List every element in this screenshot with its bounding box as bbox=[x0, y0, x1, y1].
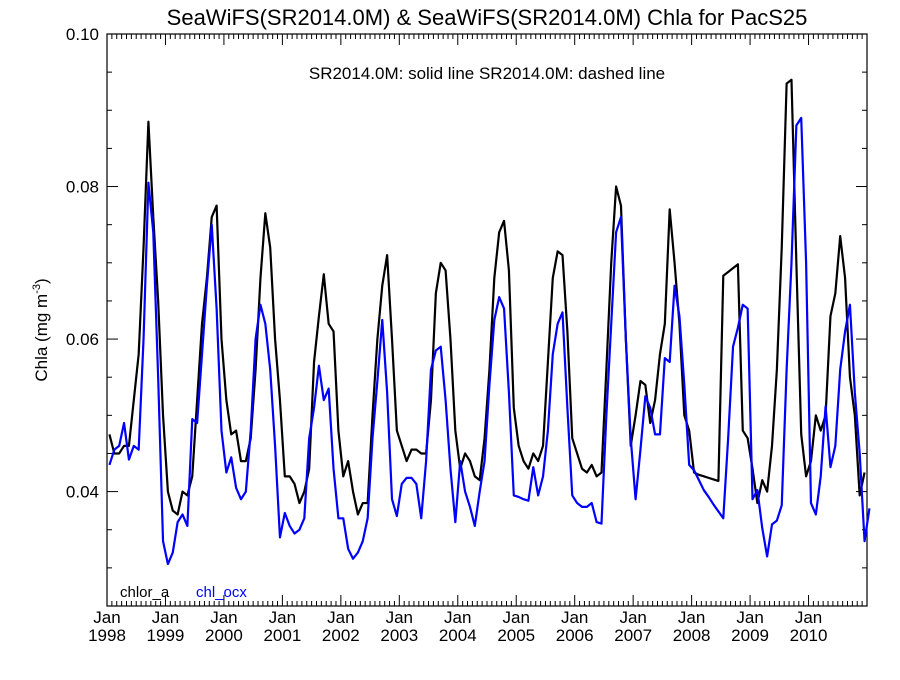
x-tick-label-month: Jan bbox=[210, 608, 237, 627]
y-axis-label-superscript: -3 bbox=[31, 284, 43, 294]
x-tick-label-year: 2003 bbox=[380, 626, 418, 645]
x-tick-label-year: 1998 bbox=[88, 626, 126, 645]
x-tick-label-year: 2005 bbox=[497, 626, 535, 645]
y-tick-label: 0.10 bbox=[66, 25, 99, 44]
x-tick-label-year: 2001 bbox=[263, 626, 301, 645]
y-tick-label: 0.06 bbox=[66, 330, 99, 349]
series-line-chlor-a bbox=[108, 78, 866, 516]
x-tick-label-year: 2009 bbox=[731, 626, 769, 645]
x-tick-label-year: 2010 bbox=[790, 626, 828, 645]
x-tick-label-month: Jan bbox=[678, 608, 705, 627]
x-tick-label-month: Jan bbox=[327, 608, 354, 627]
x-tick-label-year: 2002 bbox=[322, 626, 360, 645]
x-tick-label-year: 2006 bbox=[556, 626, 594, 645]
x-tick-label-month: Jan bbox=[561, 608, 588, 627]
y-axis-label-main: Chla (mg m bbox=[32, 294, 51, 382]
series-line-chl-ocx bbox=[108, 116, 871, 566]
x-tick-label-year: 2007 bbox=[614, 626, 652, 645]
x-tick-label-month: Jan bbox=[444, 608, 471, 627]
y-axis-label: Chla (mg m-3) bbox=[31, 278, 51, 381]
chart-annotation: SR2014.0M: solid line SR2014.0M: dashed … bbox=[309, 64, 665, 83]
x-tick-label-month: Jan bbox=[386, 608, 413, 627]
legend-entry-chl-ocx: chl_ocx bbox=[196, 584, 247, 601]
chart-title: SeaWiFS(SR2014.0M) & SeaWiFS(SR2014.0M) … bbox=[167, 5, 808, 30]
y-tick-label: 0.08 bbox=[66, 178, 99, 197]
legend-entry-chlor-a: chlor_a bbox=[120, 584, 170, 601]
y-axis-label-close: ) bbox=[32, 278, 51, 284]
x-tick-label-month: Jan bbox=[152, 608, 179, 627]
x-tick-label-month: Jan bbox=[795, 608, 822, 627]
x-tick-label-month: Jan bbox=[269, 608, 296, 627]
x-tick-label-year: 1999 bbox=[147, 626, 185, 645]
x-tick-label-month: Jan bbox=[93, 608, 120, 627]
y-tick-label: 0.04 bbox=[66, 483, 99, 502]
x-tick-label-year: 2000 bbox=[205, 626, 243, 645]
x-tick-label-month: Jan bbox=[619, 608, 646, 627]
x-tick-label-month: Jan bbox=[736, 608, 763, 627]
x-tick-label-year: 2004 bbox=[439, 626, 477, 645]
x-tick-label-month: Jan bbox=[503, 608, 530, 627]
x-tick-label-year: 2008 bbox=[673, 626, 711, 645]
